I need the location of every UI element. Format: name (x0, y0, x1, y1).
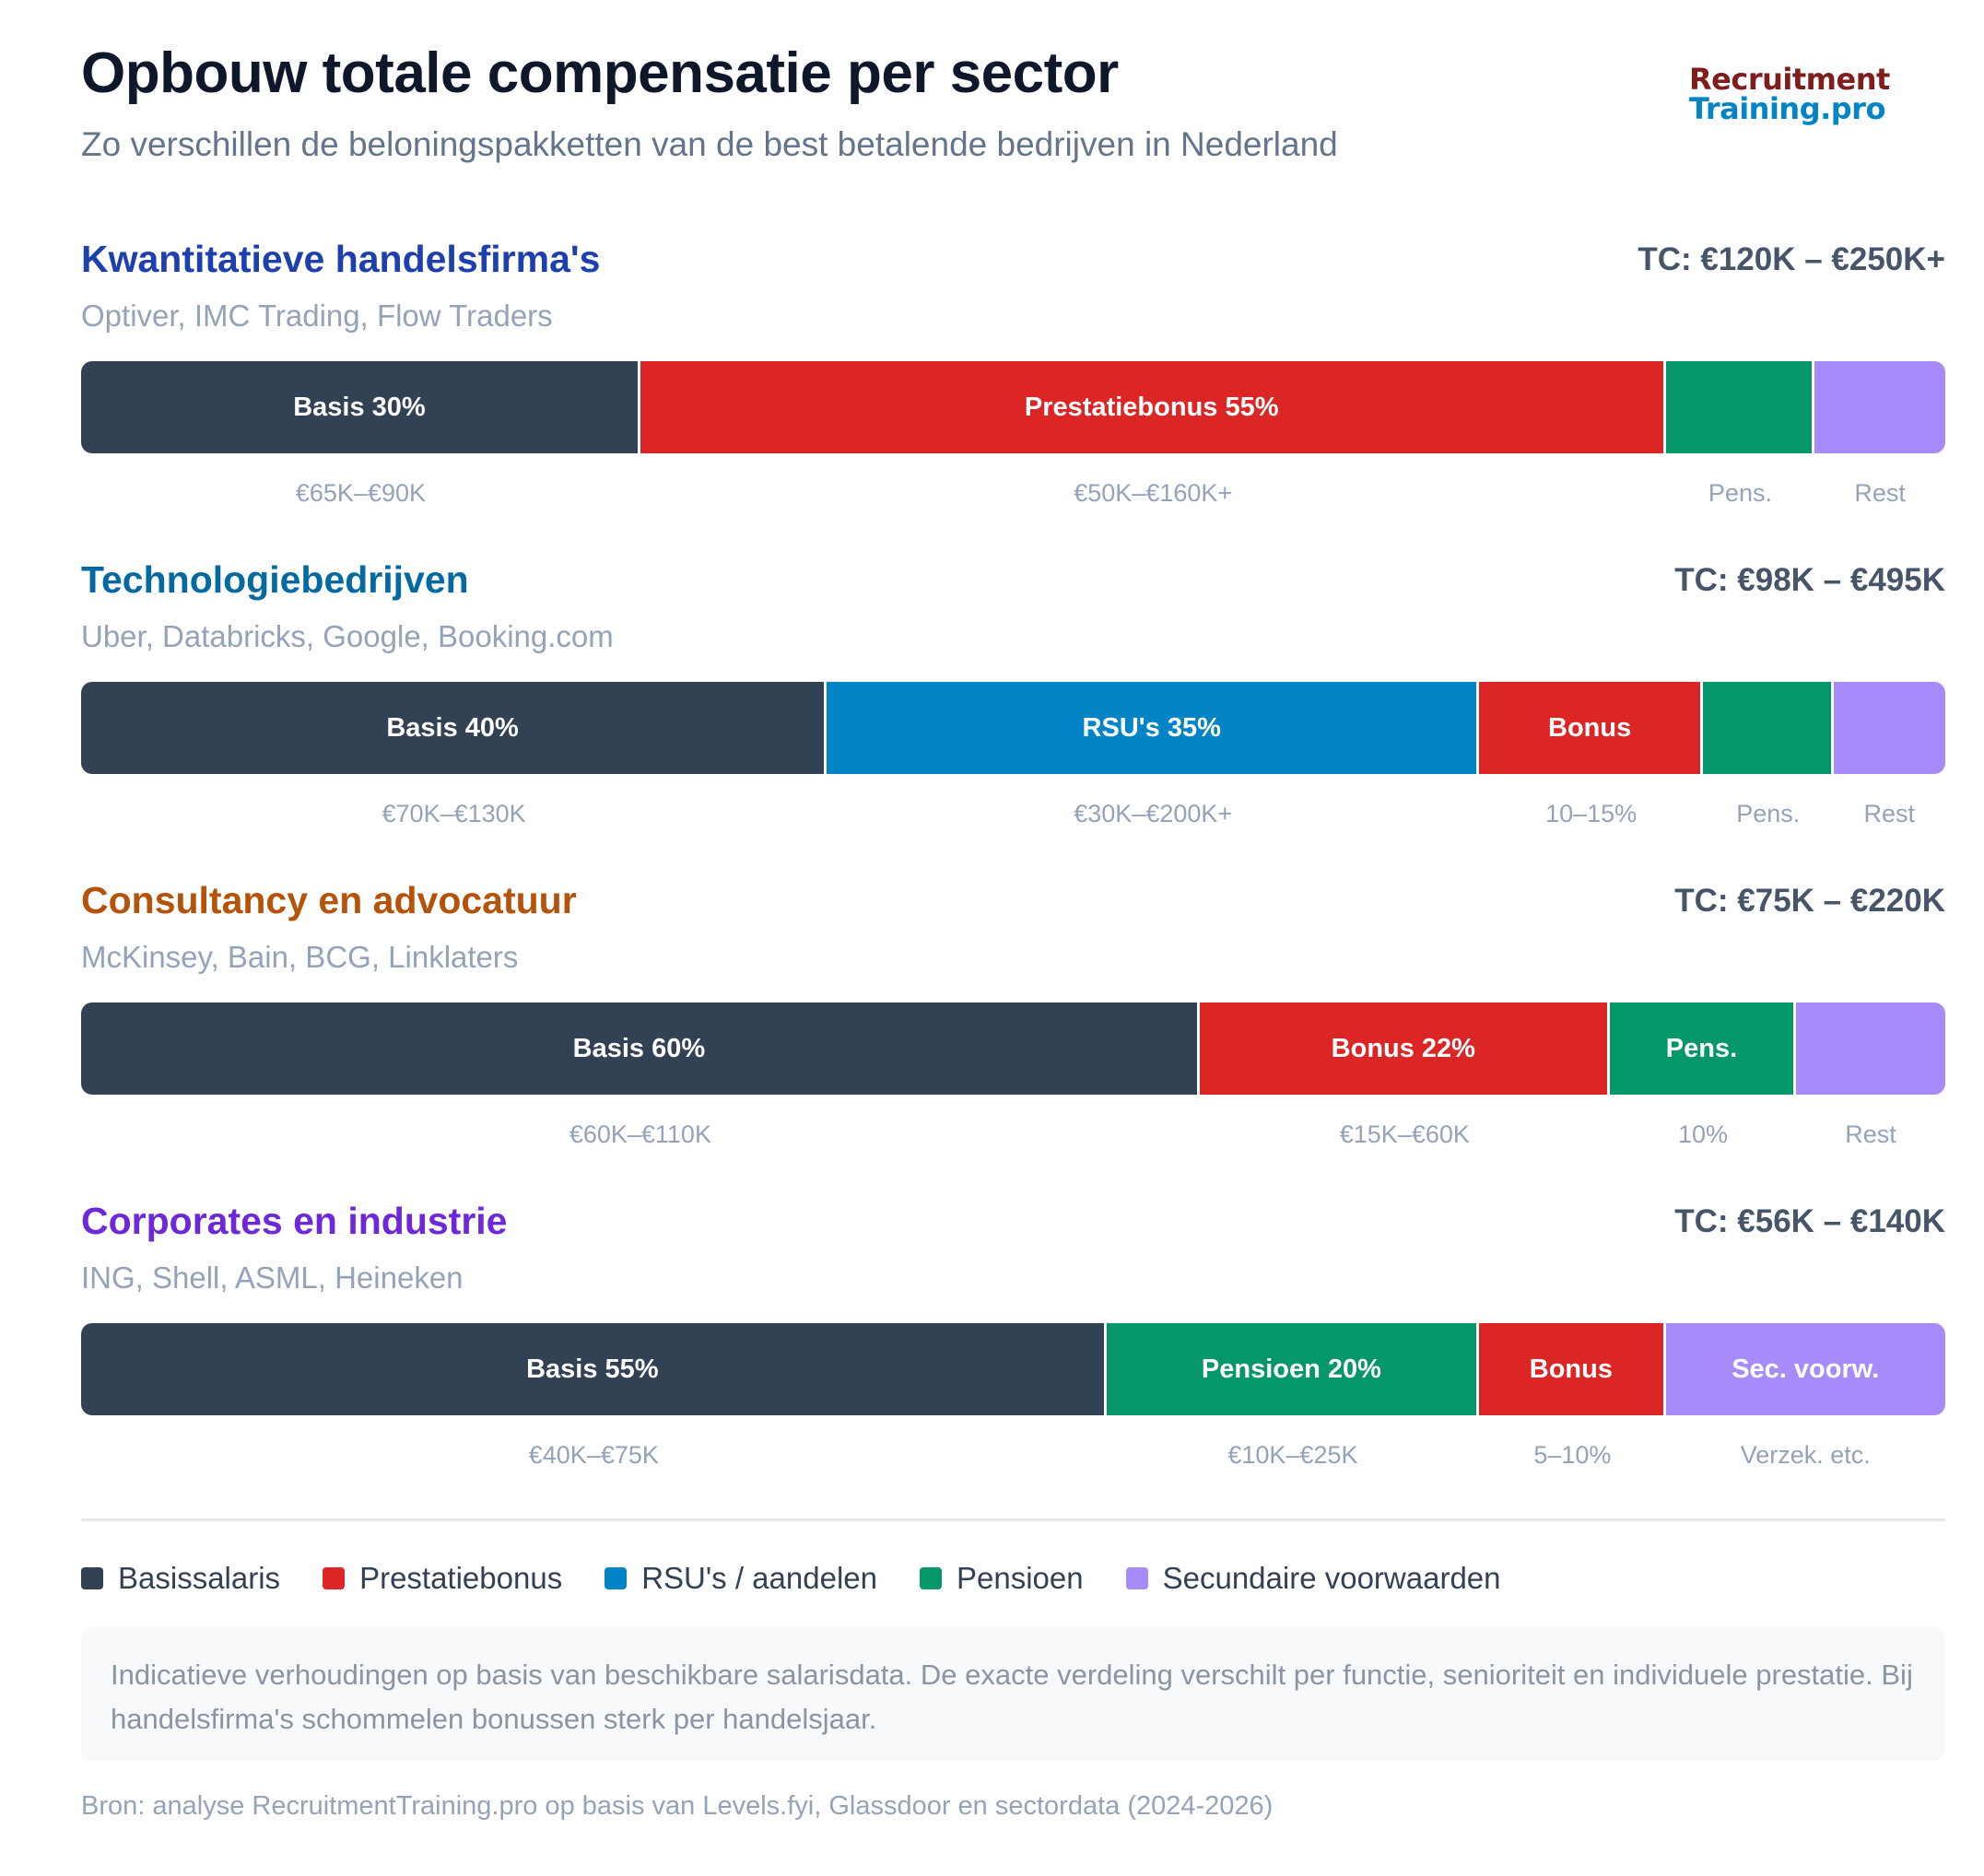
segment-range-label: 5–10% (1533, 1441, 1612, 1469)
segment-range-label: €30K–€200K+ (1074, 800, 1233, 827)
disclaimer-note: Indicatieve verhoudingen op basis van be… (81, 1627, 1945, 1761)
bar-segment (1814, 361, 1945, 453)
legend-item: Prestatiebonus (323, 1561, 562, 1596)
sector-name: Kwantitatieve handelsfirma's (81, 238, 601, 280)
segment-range-label: Pens. (1708, 479, 1772, 507)
bar-sublabels: €60K–€110K €15K–€60K 10% Rest (81, 1120, 1945, 1154)
bar-sublabels: €40K–€75K €10K–€25K 5–10% Verzek. etc. (81, 1441, 1945, 1474)
bar-sublabels: €70K–€130K €30K–€200K+ 10–15% Pens. Rest (81, 800, 1945, 833)
bar-sublabels: €65K–€90K €50K–€160K+ Pens. Rest (81, 479, 1945, 512)
page-title: Opbouw totale compensatie per sector (81, 41, 1119, 105)
logo-line-2: Training.pro (1689, 91, 1885, 126)
bar-segment: Bonus 22% (1199, 1002, 1610, 1095)
legend: Basissalaris Prestatiebonus RSU's / aandel… (81, 1561, 1544, 1596)
bar-segment: Bonus (1479, 1323, 1666, 1415)
legend-label: Prestatiebonus (359, 1561, 563, 1595)
total-compensation-range: TC: €120K – €250K+ (1638, 241, 1945, 277)
segment-range-label: €15K–€60K (1339, 1120, 1470, 1148)
segment-range-label: Rest (1863, 800, 1916, 827)
sector-companies: McKinsey, Bain, BCG, Linklaters (81, 940, 519, 974)
bar-segment: Basis 55% (81, 1323, 1107, 1415)
bar-segment: Pensioen 20% (1106, 1323, 1480, 1415)
bar-segment: Prestatiebonus 55% (640, 361, 1666, 453)
segment-range-label: €40K–€75K (528, 1441, 659, 1469)
segment-range-label: €10K–€25K (1227, 1441, 1358, 1469)
segment-range-label: Verzek. etc. (1740, 1441, 1871, 1469)
legend-label: Basissalaris (118, 1561, 281, 1595)
total-compensation-range: TC: €98K – €495K (1674, 562, 1945, 598)
segment-range-label: Rest (1854, 479, 1906, 507)
legend-swatch (920, 1567, 942, 1589)
total-compensation-range: TC: €56K – €140K (1674, 1203, 1945, 1239)
sector-block: Consultancy en advocatuur TC: €75K – €220… (81, 879, 1945, 1192)
page-subtitle: Zo verschillen de beloningspakketten van… (81, 125, 1338, 163)
legend-item: Secundaire voorwaarden (1125, 1561, 1501, 1596)
stacked-bar: Basis 30% Prestatiebonus 55% (81, 361, 1945, 453)
segment-range-label: €70K–€130K (382, 800, 526, 827)
bar-segment (1665, 361, 1815, 453)
sector-block: Technologiebedrijven TC: €98K – €495K Uber… (81, 558, 1945, 872)
segment-range-label: Rest (1845, 1120, 1896, 1148)
segment-range-label: 10% (1677, 1120, 1729, 1148)
legend-swatch (323, 1567, 346, 1589)
sector-companies: ING, Shell, ASML, Heineken (81, 1260, 464, 1295)
legend-label: Secundaire voorwaarden (1162, 1561, 1501, 1595)
logo-line-1: Recruitment (1689, 62, 1890, 97)
sector-block: Kwantitatieve handelsfirma's TC: €120K – … (81, 238, 1945, 551)
bar-segment: Bonus (1479, 682, 1703, 774)
source-note: Bron: analyse RecruitmentTraining.pro op… (81, 1791, 1274, 1821)
segment-range-label: €65K–€90K (295, 479, 427, 507)
sector-companies: Uber, Databricks, Google, Booking.com (81, 619, 614, 653)
bar-segment: RSU's 35% (827, 682, 1480, 774)
segment-range-label: Pens. (1736, 800, 1801, 827)
stacked-bar: Basis 55% Pensioen 20% Bonus Sec. voorw. (81, 1323, 1945, 1415)
sector-name: Consultancy en advocatuur (81, 879, 577, 921)
sector-name: Technologiebedrijven (81, 558, 469, 601)
bar-segment (1833, 682, 1945, 774)
brand-logo: Recruitment Training.pro (1689, 62, 1890, 126)
bar-segment (1702, 682, 1834, 774)
sector-name: Corporates en industrie (81, 1200, 508, 1242)
legend-swatch (81, 1567, 103, 1589)
segment-range-label: €60K–€110K (569, 1120, 711, 1148)
total-compensation-range: TC: €75K – €220K (1674, 883, 1945, 919)
sector-companies: Optiver, IMC Trading, Flow Traders (81, 299, 553, 333)
legend-label: Pensioen (957, 1561, 1084, 1595)
stacked-bar: Basis 40% RSU's 35% Bonus (81, 682, 1945, 774)
sector-block: Corporates en industrie TC: €56K – €140K I… (81, 1200, 1945, 1513)
bar-segment: Basis 30% (81, 361, 640, 453)
segment-range-label: €50K–€160K+ (1074, 479, 1233, 507)
bar-segment: Sec. voorw. (1665, 1323, 1945, 1415)
bar-segment: Basis 60% (81, 1002, 1200, 1095)
legend-swatch (605, 1567, 628, 1589)
legend-swatch (1125, 1567, 1148, 1589)
bar-segment: Pens. (1609, 1002, 1797, 1095)
legend-label: RSU's / aandelen (641, 1561, 877, 1595)
legend-item: Basissalaris (81, 1561, 280, 1596)
stacked-bar: Basis 60% Bonus 22% Pens. (81, 1002, 1945, 1095)
bar-segment: Basis 40% (81, 682, 828, 774)
bar-segment (1796, 1002, 1945, 1095)
legend-item: RSU's / aandelen (605, 1561, 877, 1596)
legend-item: Pensioen (920, 1561, 1084, 1596)
segment-range-label: 10–15% (1545, 800, 1638, 827)
divider (81, 1518, 1945, 1521)
